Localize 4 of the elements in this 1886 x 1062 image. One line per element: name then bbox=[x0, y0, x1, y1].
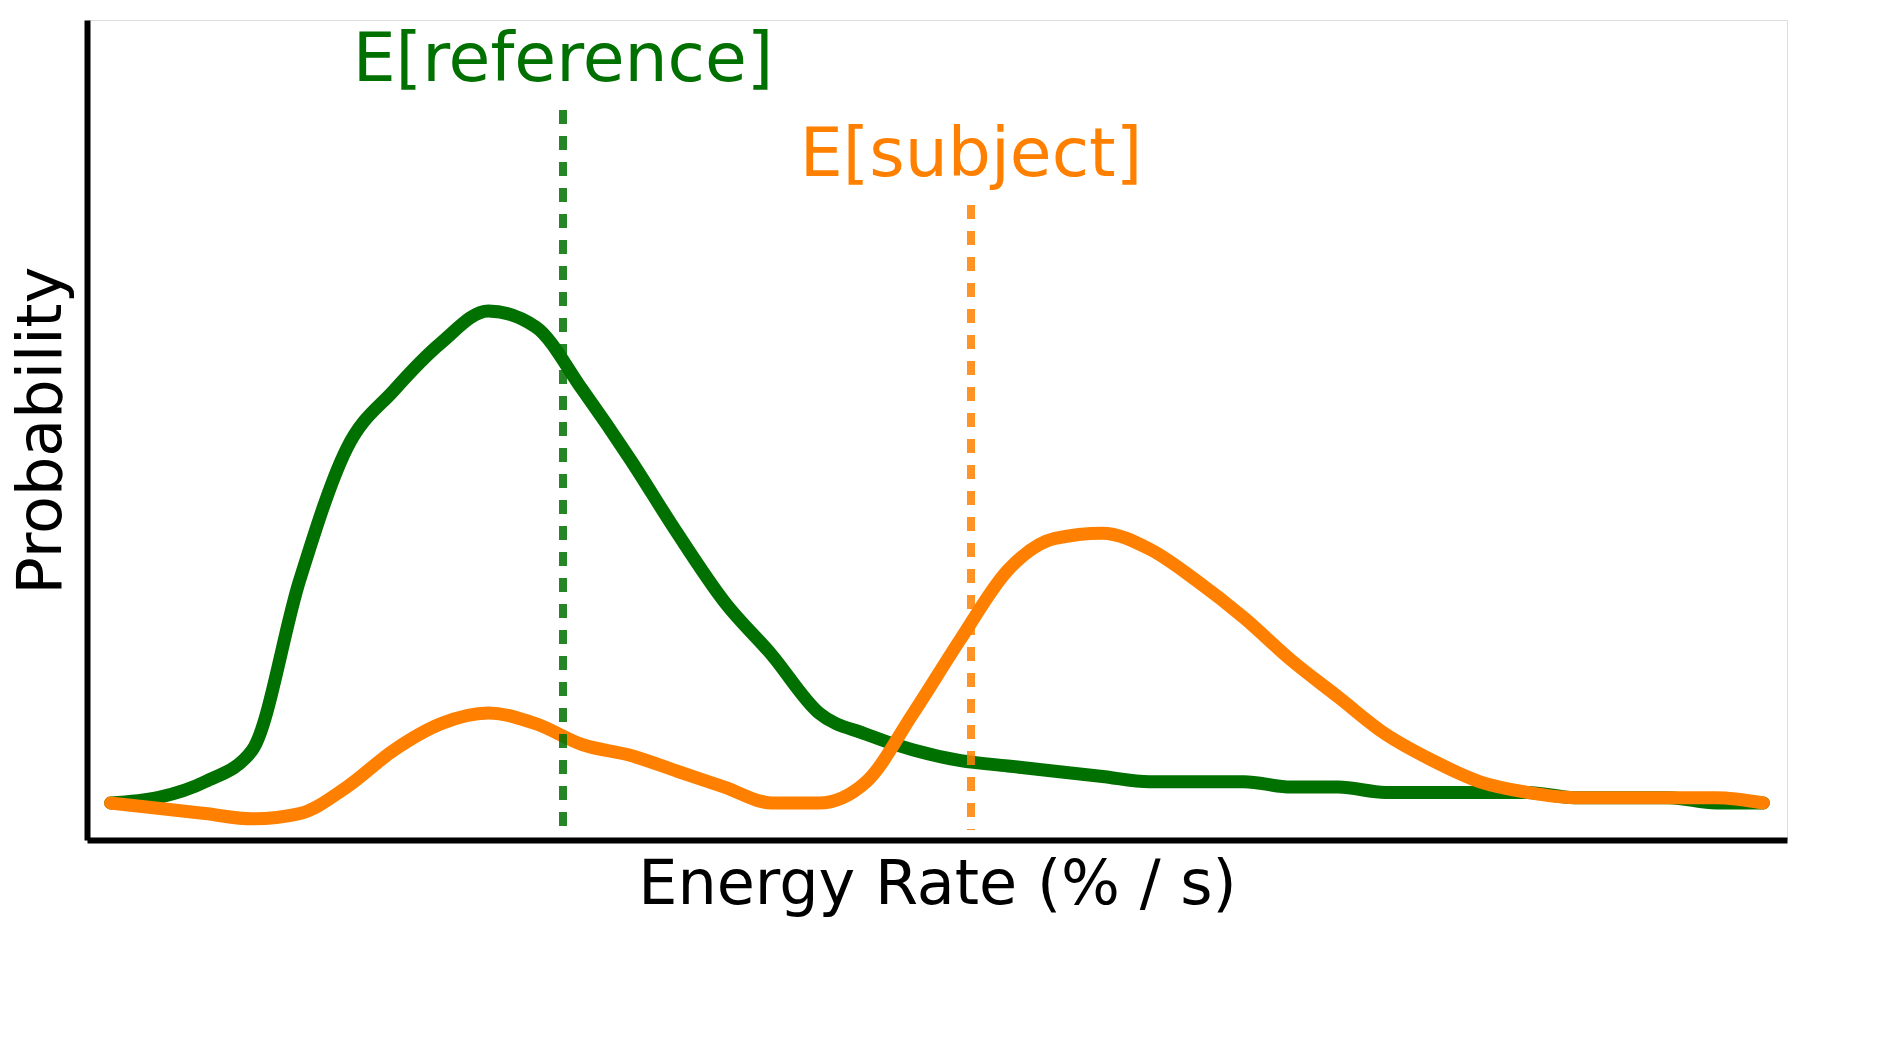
x-axis-title: Energy Rate (% / s) bbox=[638, 845, 1237, 919]
y-axis-title: Probability bbox=[2, 266, 76, 595]
text: E[subject] bbox=[799, 113, 1143, 192]
text: E[reference] bbox=[352, 18, 774, 97]
